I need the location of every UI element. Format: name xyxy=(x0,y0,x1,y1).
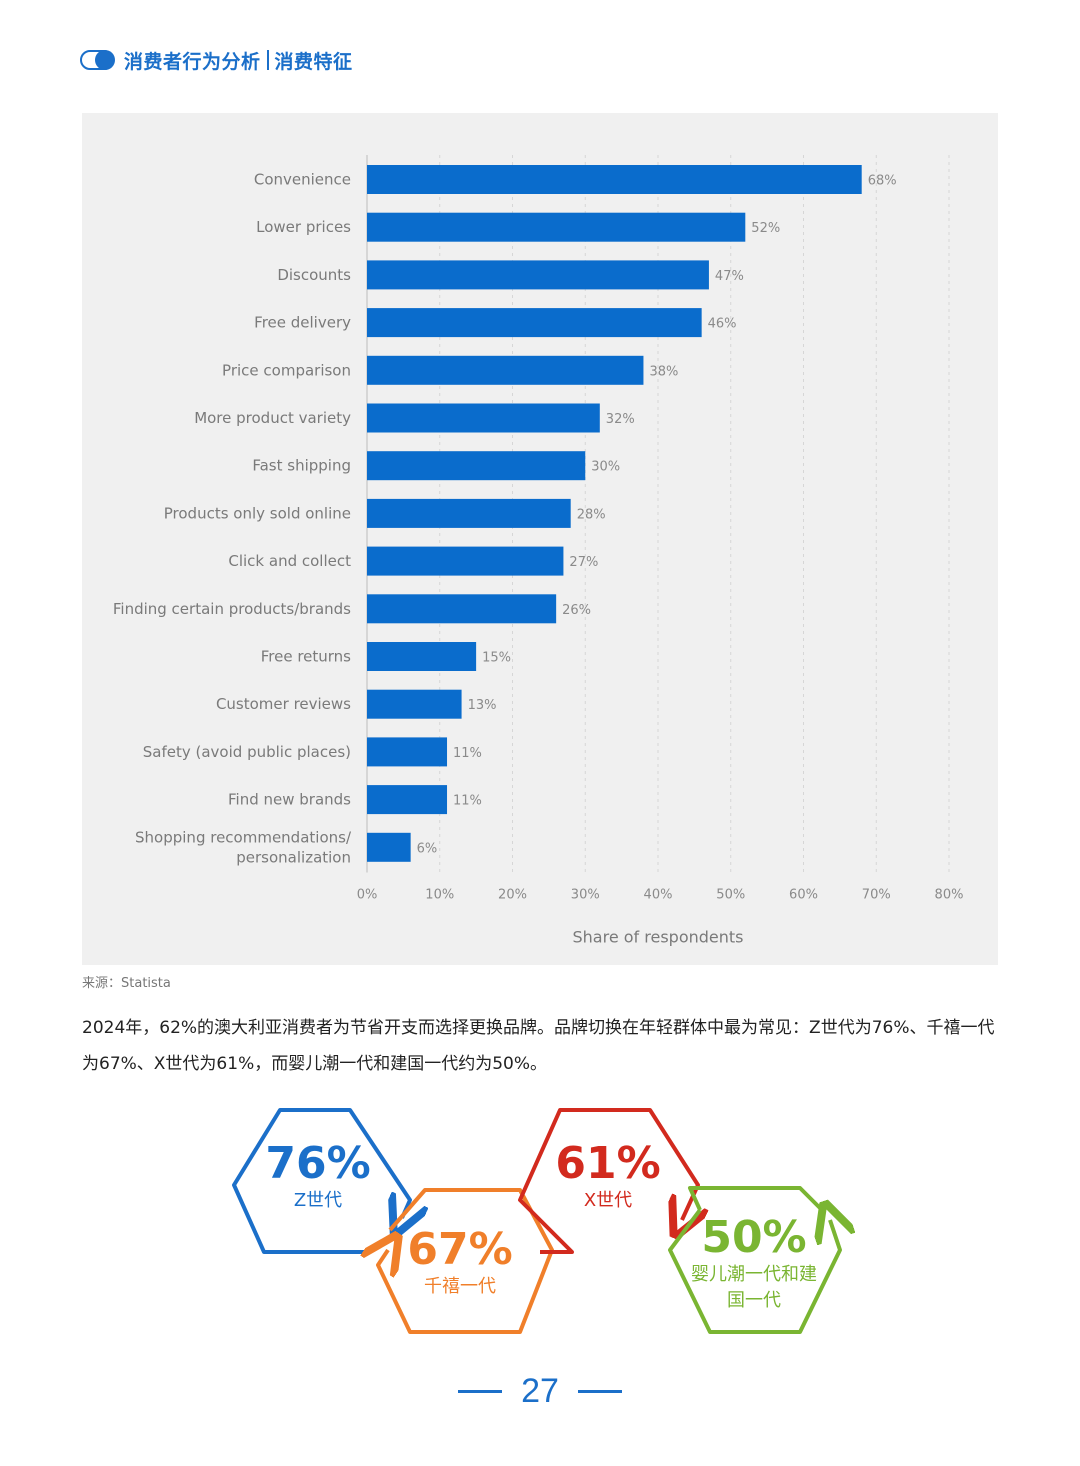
bar xyxy=(367,451,586,481)
bar xyxy=(367,594,557,624)
category-label: Free returns xyxy=(261,648,351,666)
bar-value-label: 28% xyxy=(577,507,606,522)
category-label: Customer reviews xyxy=(216,695,351,713)
hexagon-green xyxy=(668,1210,840,1334)
hexagon-orange xyxy=(378,1188,554,1334)
bar-value-label: 11% xyxy=(453,746,482,761)
x-tick-label: 40% xyxy=(644,888,673,903)
category-label: Price comparison xyxy=(222,361,351,379)
stat-genz-label: Z世代 xyxy=(293,1190,343,1211)
bar xyxy=(367,689,462,719)
hexagon-blue xyxy=(232,1108,410,1254)
bar-value-label: 68% xyxy=(868,174,897,189)
stat-millennial-pct: 67% xyxy=(407,1224,513,1275)
x-tick-label: 20% xyxy=(498,888,527,903)
stat-genz-pct: 76% xyxy=(265,1138,371,1189)
page-number-dash-right xyxy=(578,1390,622,1393)
category-label: Fast shipping xyxy=(252,457,351,475)
stat-boomers-pct: 50% xyxy=(701,1212,807,1263)
category-label: Shopping recommendations/personalization xyxy=(135,828,352,866)
generation-infographic: 76% Z世代 67% 千禧一代 61% X世代 50% 婴儿潮一代和建国一代 xyxy=(220,1100,860,1350)
stat-boomers: 50% 婴儿潮一代和建国一代 xyxy=(689,1214,819,1314)
x-tick-label: 80% xyxy=(935,888,964,903)
stat-genz: 76% Z世代 xyxy=(265,1140,370,1214)
x-tick-label: 30% xyxy=(571,888,600,903)
hexagon-outlines xyxy=(232,1108,860,1334)
page-number: 27 xyxy=(0,1372,1080,1411)
bar xyxy=(367,498,571,528)
category-label: Lower prices xyxy=(256,218,351,236)
bar-value-label: 47% xyxy=(715,269,744,284)
bar-value-label: 27% xyxy=(569,555,598,570)
category-label: Finding certain products/brands xyxy=(113,600,351,618)
bar xyxy=(367,642,477,671)
x-tick-label: 70% xyxy=(862,888,891,903)
bar xyxy=(367,308,702,338)
bar xyxy=(367,355,644,385)
stat-genx-label: X世代 xyxy=(583,1190,633,1211)
bar xyxy=(367,832,411,862)
bar xyxy=(367,546,564,576)
bar-chart-svg: 0% 10% 20% 30% 40% 50% 60% 70% 80% 68% Convenience… xyxy=(113,155,964,947)
bar-value-label: 6% xyxy=(417,841,438,856)
bar xyxy=(367,165,862,194)
page-number-value: 27 xyxy=(521,1372,559,1410)
bar xyxy=(367,403,600,433)
hexagon-red xyxy=(518,1108,698,1254)
x-tick-label: 60% xyxy=(789,888,818,903)
bar-chart: 0% 10% 20% 30% 40% 50% 60% 70% 80% 68% Convenience… xyxy=(82,113,998,965)
stat-genx-pct: 61% xyxy=(555,1138,661,1189)
category-label: Click and collect xyxy=(228,552,351,570)
bar-value-label: 46% xyxy=(708,317,737,332)
bar-value-label: 38% xyxy=(649,364,678,379)
category-label: Safety (avoid public places) xyxy=(143,743,351,761)
section-header: 消费者行为分析 消费特征 xyxy=(80,44,353,76)
bar xyxy=(367,260,709,290)
header-title-left: 消费者行为分析 xyxy=(124,50,261,73)
source-note: 来源：Statista xyxy=(82,976,171,991)
category-label: Find new brands xyxy=(228,791,351,809)
bar xyxy=(367,212,746,242)
category-label: Convenience xyxy=(254,171,351,189)
x-tick-label: 50% xyxy=(716,888,745,903)
bar-value-label: 13% xyxy=(468,698,497,713)
stat-millennial: 67% 千禧一代 xyxy=(407,1226,512,1300)
body-paragraph: 2024年，62%的澳大利亚消费者为节省开支而选择更换品牌。品牌切换在年轻群体中… xyxy=(82,1018,995,1074)
x-tick-label: 10% xyxy=(425,888,454,903)
toggle-icon xyxy=(80,49,115,70)
category-label: Discounts xyxy=(277,266,351,284)
bar-value-label: 11% xyxy=(453,794,482,809)
stat-boomers-label: 婴儿潮一代和建国一代 xyxy=(691,1264,817,1311)
bar-value-label: 30% xyxy=(591,460,620,475)
category-label: Free delivery xyxy=(254,314,351,332)
bar-value-label: 26% xyxy=(562,603,591,618)
bar xyxy=(367,737,448,767)
category-label: Products only sold online xyxy=(164,504,351,522)
header-title-right: 消费特征 xyxy=(274,50,353,73)
bar-value-label: 32% xyxy=(606,412,635,427)
x-tick-label: 0% xyxy=(357,888,378,903)
stat-genx: 61% X世代 xyxy=(555,1140,660,1214)
category-label: More product variety xyxy=(194,409,351,427)
bar-value-label: 52% xyxy=(751,221,780,236)
bar xyxy=(367,785,448,815)
x-axis-title: Share of respondents xyxy=(572,928,743,947)
bar-value-label: 15% xyxy=(482,651,511,666)
stat-millennial-label: 千禧一代 xyxy=(423,1276,496,1297)
page-number-dash-left xyxy=(457,1390,502,1393)
header-separator xyxy=(266,50,269,70)
